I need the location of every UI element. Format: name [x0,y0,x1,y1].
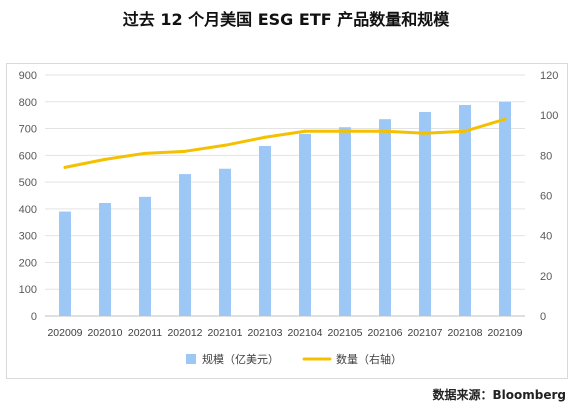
right-axis-tick-label: 0 [540,311,546,323]
left-axis-tick-label: 700 [19,124,37,136]
right-axis-tick-label: 80 [540,150,552,162]
series-line [63,117,507,169]
x-axis-tick-label: 202104 [287,327,322,339]
bar [379,119,391,316]
line-point [303,129,307,133]
x-axis-ticks: 202009 202010 202011 202012 202101 202103 2021… [47,327,522,339]
x-axis-tick-label: 202009 [47,327,82,339]
legend-swatch-bar [186,354,196,364]
right-axis-tick-label: 100 [540,110,558,122]
line-point [223,143,227,147]
bar [59,211,71,316]
x-axis-tick-label: 202103 [247,327,282,339]
line-point [503,117,507,121]
legend-label: 规模（亿美元） [202,352,279,366]
left-axis-tick-label: 0 [31,311,37,323]
line-point [383,129,387,133]
legend-label: 数量（右轴） [336,352,402,366]
chart-title: 过去 12 个月美国 ESG ETF 产品数量和规模 [122,10,450,29]
left-axis-tick-label: 400 [19,204,37,216]
x-axis-tick-label: 202106 [367,327,402,339]
line-point [463,129,467,133]
bar [499,101,511,317]
line-point [263,135,267,139]
line-point [183,149,187,153]
left-axis-tick-label: 900 [19,70,37,82]
right-axis-tick-label: 120 [540,70,558,82]
x-axis-tick-label: 202012 [167,327,202,339]
legend: 规模（亿美元） 数量（右轴） [186,352,402,366]
x-axis-tick-label: 202011 [128,327,162,339]
x-axis-tick-label: 202109 [487,327,522,339]
x-axis-tick-label: 202108 [447,327,482,339]
line-point [103,157,107,161]
x-axis-tick-label: 202105 [327,327,362,339]
bar-series [59,101,511,317]
line-series [63,117,507,169]
bar [139,196,151,316]
line-point [63,165,67,169]
right-axis-tick-label: 60 [540,191,552,203]
x-axis-tick-label: 202010 [87,327,122,339]
left-axis-tick-label: 600 [19,150,37,162]
bar [299,133,311,316]
left-axis-tick-label: 200 [19,257,37,269]
bar [219,168,231,316]
chart-frame [6,63,568,379]
left-axis-tick-label: 500 [19,177,37,189]
line-point [343,129,347,133]
right-axis-tick-label: 40 [540,231,552,243]
left-axis-tick-label: 100 [19,284,37,296]
left-axis-tick-label: 800 [19,97,37,109]
x-axis-tick-label: 202107 [407,327,442,339]
bar [179,174,191,316]
bar [339,127,351,316]
line-point [143,151,147,155]
left-axis-tick-label: 300 [19,231,37,243]
bar [99,202,111,316]
left-axis-ticks: 0 100 200 300 400 500 600 700 800 900 [19,70,37,323]
source-note: 数据来源：Bloomberg [432,388,567,402]
right-axis-ticks: 0 20 40 60 80 100 120 [540,70,558,323]
bar [259,145,271,316]
right-axis-tick-label: 20 [540,271,552,283]
bar [419,111,431,316]
line-point [423,131,427,135]
bar [459,104,471,316]
grid-lines [45,74,525,317]
x-axis-tick-label: 202101 [207,327,242,339]
